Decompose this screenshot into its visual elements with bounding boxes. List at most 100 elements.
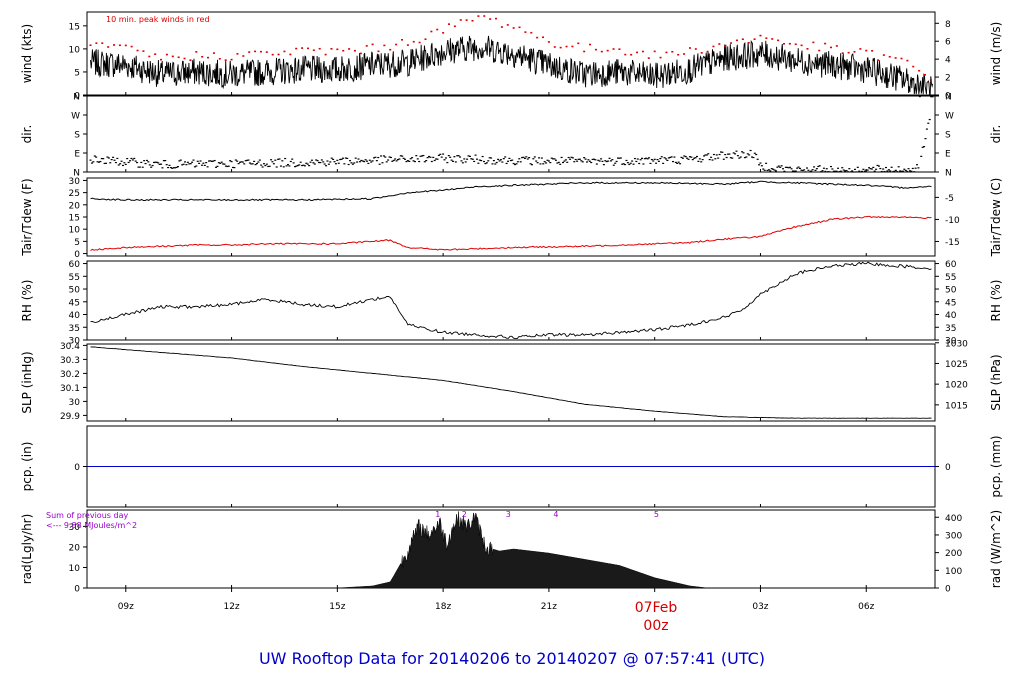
dir-point [607,160,610,162]
peak-marker [189,59,192,61]
dir-point [705,154,708,156]
dir-point [282,166,285,168]
peak-marker [483,15,486,17]
dir-point [913,171,916,173]
dir-point [396,159,399,161]
dir-point [237,163,240,165]
dir-point [380,155,383,157]
dir-point [735,150,738,152]
dir-point [667,157,670,159]
dir-point [373,157,376,159]
dir-point [751,156,754,158]
peak-marker [876,59,879,61]
dir-point [398,158,401,160]
dir-point [540,157,543,159]
pcp-ylabel-left: pcp. (in) [20,442,34,492]
dir-point [133,157,136,160]
slp-ytick-label-left: 30.3 [60,356,80,366]
peak-marker [371,43,374,46]
peak-marker [218,57,221,60]
dir-point [673,156,676,158]
peak-marker [694,48,697,50]
wind-ylabel-right: wind (m/s) [989,22,1003,86]
dir-point [151,164,154,167]
peak-marker [753,38,756,40]
peak-marker [89,44,92,47]
dir-point [918,95,921,98]
dir-point [752,156,755,159]
rad-marker-3: 3 [506,510,511,519]
peak-marker [824,42,827,45]
dir-point [749,149,752,152]
peak-marker [506,24,509,26]
dir-point [89,159,92,161]
dir-point [339,158,342,161]
slp-ytick-label-right: 1020 [945,381,968,391]
peak-marker [95,42,98,44]
dir-point [313,163,316,165]
temp-ytick-label-left: 5 [74,238,80,248]
pcp-ytick-label-left: 0 [74,463,80,473]
dir-point [593,158,596,160]
xaxis-tick-label: 06z [858,602,874,612]
dir-point [234,159,237,161]
dir-point [783,170,786,172]
dir-point [863,170,866,172]
dir-point [711,159,714,161]
peak-marker [865,49,868,52]
dir-point [498,160,501,162]
dir-point [323,163,326,165]
peak-marker [912,65,915,68]
rh-ytick-label-left: 40 [69,311,81,321]
dir-point [212,160,215,162]
dir-point [223,163,226,165]
peak-marker [195,51,198,53]
dir-point [451,160,454,162]
dir-point [241,161,244,163]
rh-ytick-label-left: 60 [69,260,81,270]
dir-point [722,158,725,160]
dir-point [786,166,789,168]
dir-point [900,170,903,172]
dir-point [453,156,456,158]
dir-point [257,161,260,163]
dir-point [285,165,288,167]
dir-point [653,158,656,160]
dir-point [457,155,460,157]
dir-point [564,159,567,161]
dir-point [344,157,347,159]
dir-point [600,158,603,160]
peak-marker [777,39,780,42]
dir-point [330,157,333,159]
temp-ylabel-right: Tair/Tdew (C) [989,178,1003,258]
dir-point [466,158,469,160]
dir-point [515,163,518,165]
peak-marker [318,47,321,50]
dir-point [872,166,875,169]
dir-point [320,159,323,161]
dir-point [609,160,612,162]
rh-ytick-label-left: 45 [69,298,80,308]
dir-point [254,163,257,166]
dir-point [721,151,724,153]
dir-point [114,161,117,164]
dir-point [219,162,222,164]
peak-marker [230,58,233,61]
dir-point [519,161,522,163]
peak-marker [900,57,903,60]
dir-point [100,157,103,160]
dir-point [289,160,292,163]
dir-point [291,158,294,160]
dir-point [160,163,163,165]
slp-ytick-label-left: 30.1 [60,384,80,394]
dir-ytick-label-left: N [73,169,80,179]
dir-point [278,158,281,160]
dir-point [567,156,570,159]
rh-ytick-label-right: 60 [945,260,957,270]
peak-marker [800,44,803,47]
dir-point [554,159,557,161]
dir-point [399,155,402,157]
dir-point [646,158,649,160]
dir-point [310,159,313,161]
